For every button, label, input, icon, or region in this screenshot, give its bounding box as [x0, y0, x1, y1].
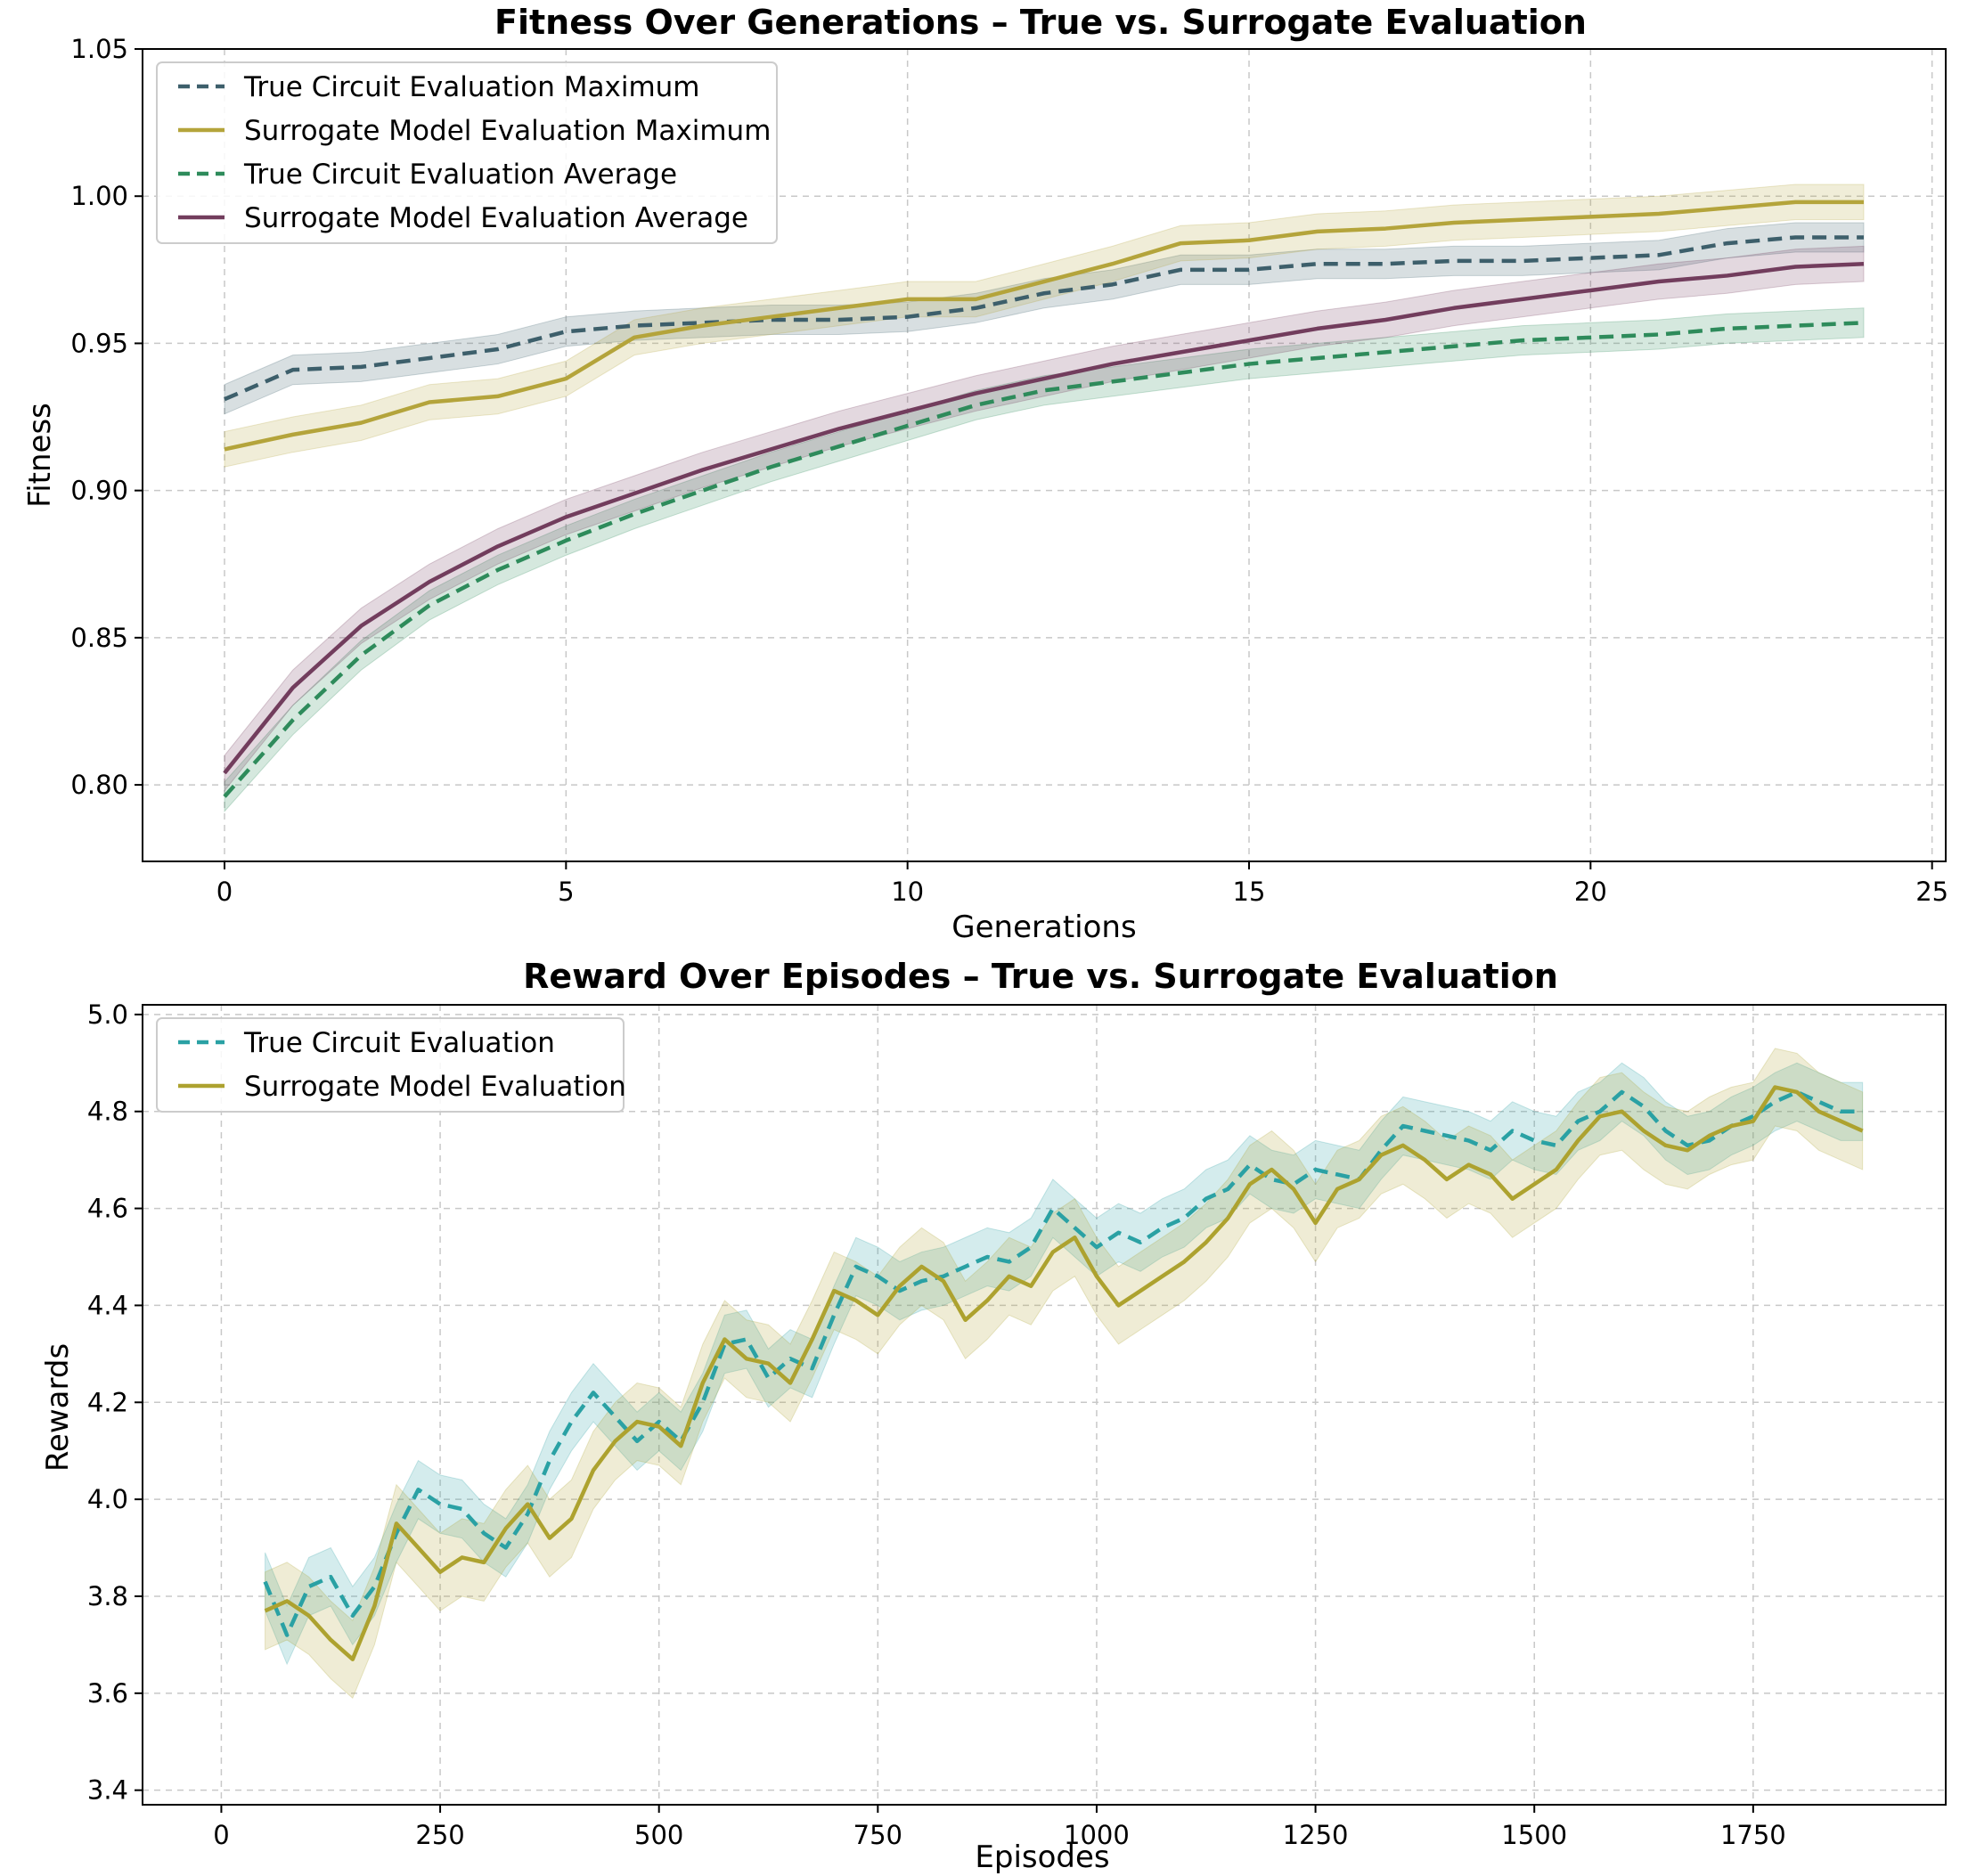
y-tick-label: 1.00	[70, 181, 128, 211]
series-line-3	[223, 261, 1865, 775]
legend-frame	[156, 61, 778, 244]
reward-chart: Reward Over Episodes – True vs. Surrogat…	[40, 957, 1947, 1875]
chart-title: Reward Over Episodes – True vs. Surrogat…	[523, 957, 1558, 996]
legend-label: True Circuit Evaluation Maximum	[243, 71, 700, 103]
x-tick-label: 25	[1915, 877, 1948, 907]
x-tick-label: 5	[558, 877, 574, 907]
y-tick-label: 4.8	[87, 1097, 128, 1127]
y-tick-label: 4.4	[87, 1290, 128, 1320]
legend-items: True Circuit Evaluation Surrogate Model E…	[178, 1027, 626, 1103]
x-tick-label: 250	[415, 1820, 464, 1850]
gridlines	[143, 1005, 1946, 1805]
legend: True Circuit Evaluation Maximum Surrogate…	[156, 61, 778, 244]
series-band-0	[265, 1062, 1864, 1666]
confidence-bands	[265, 1048, 1864, 1700]
y-ticks: 3.4 3.6 3.8 4.0 4.2 4.4 4.6 4.8 5.0	[87, 999, 143, 1806]
series-line-1	[264, 1085, 1864, 1661]
x-tick-label: 0	[216, 877, 233, 907]
x-tick-label: 1750	[1720, 1820, 1786, 1850]
y-tick-label: 3.4	[87, 1775, 128, 1806]
legend-label: Surrogate Model Evaluation Average	[244, 202, 748, 234]
y-ticks: 0.80 0.85 0.90 0.95 1.00 1.05	[70, 34, 143, 800]
legend: True Circuit Evaluation Surrogate Model E…	[156, 1017, 626, 1113]
series-band-1	[265, 1048, 1864, 1700]
y-axis-label: Rewards	[40, 1343, 76, 1472]
x-tick-label: 0	[213, 1820, 229, 1850]
x-axis-label: Episodes	[975, 1839, 1109, 1875]
plot-frame	[142, 1004, 1947, 1806]
series-line-0	[224, 235, 1864, 402]
series-line-2	[223, 321, 1865, 798]
y-tick-label: 0.85	[70, 623, 128, 653]
series-band-1	[224, 184, 1865, 468]
confidence-bands	[224, 184, 1865, 813]
y-tick-label: 4.6	[87, 1194, 128, 1224]
y-tick-label: 4.0	[87, 1484, 128, 1514]
series-band-2	[224, 307, 1865, 813]
legend-items: True Circuit Evaluation Maximum Surrogate…	[178, 71, 771, 234]
fitness-chart: Fitness Over Generations – True vs. Surr…	[22, 3, 1948, 945]
x-tick-label: 20	[1574, 877, 1607, 907]
legend-label: True Circuit Evaluation Average	[243, 159, 677, 191]
y-tick-label: 5.0	[87, 999, 128, 1030]
y-tick-label: 4.2	[87, 1387, 128, 1417]
y-tick-label: 0.80	[70, 770, 128, 800]
y-tick-label: 3.6	[87, 1678, 128, 1709]
y-tick-label: 3.8	[87, 1581, 128, 1611]
x-tick-label: 500	[634, 1820, 683, 1850]
y-axis-label: Fitness	[22, 403, 58, 508]
gridlines	[143, 48, 1946, 861]
x-tick-label: 1250	[1283, 1820, 1349, 1850]
y-tick-label: 1.05	[70, 34, 128, 64]
chart-title: Fitness Over Generations – True vs. Surr…	[494, 3, 1587, 42]
legend-frame	[156, 1017, 625, 1113]
x-axis-label: Generations	[951, 909, 1136, 945]
x-tick-label: 1500	[1501, 1820, 1567, 1850]
series-lines	[263, 1085, 1864, 1661]
x-tick-label: 15	[1233, 877, 1266, 907]
plot-frame	[142, 48, 1947, 862]
x-ticks: 0 250 500 750 1000 1250 1500 1750	[213, 1805, 1786, 1850]
legend-label: Surrogate Model Evaluation Maximum	[244, 115, 771, 147]
legend-label: True Circuit Evaluation	[243, 1027, 555, 1059]
x-tick-label: 10	[891, 877, 924, 907]
x-tick-label: 750	[853, 1820, 902, 1850]
series-line-0	[263, 1089, 1863, 1637]
series-lines	[223, 200, 1865, 798]
x-ticks: 0 5 10 15 20 25	[216, 861, 1948, 907]
series-band-0	[224, 222, 1865, 415]
y-tick-label: 0.90	[70, 476, 128, 506]
series-line-1	[224, 200, 1864, 452]
legend-label: Surrogate Model Evaluation	[244, 1071, 626, 1103]
x-tick-label: 1000	[1064, 1820, 1130, 1850]
y-tick-label: 0.95	[70, 328, 128, 358]
